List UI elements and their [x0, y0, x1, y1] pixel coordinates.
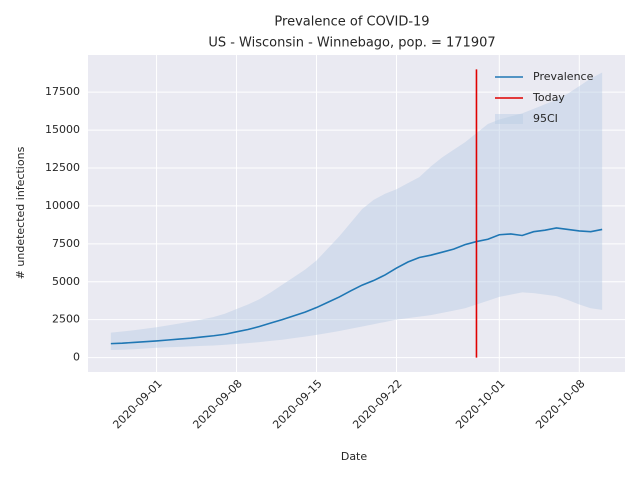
- legend-label: 95CI: [533, 112, 558, 125]
- x-tick-label: 2020-10-01: [453, 377, 507, 431]
- x-axis-label: Date: [341, 450, 368, 463]
- x-tick-label: 2020-09-15: [270, 377, 324, 431]
- y-tick-label: 17500: [45, 85, 80, 98]
- x-tick-label: 2020-09-22: [350, 377, 404, 431]
- y-tick-label: 15000: [45, 123, 80, 136]
- y-tick-label: 5000: [52, 275, 80, 288]
- legend-label: Today: [532, 91, 565, 104]
- x-tick-label: 2020-10-08: [533, 377, 587, 431]
- y-tick-label: 2500: [52, 313, 80, 326]
- y-axis-label: # undetected infections: [14, 146, 27, 279]
- chart-subtitle: US - Wisconsin - Winnebago, pop. = 17190…: [208, 36, 495, 51]
- legend-swatch: [495, 114, 523, 124]
- x-tick-label: 2020-09-08: [190, 377, 244, 431]
- chart-title: Prevalence of COVID-19: [274, 15, 429, 30]
- y-tick-label: 12500: [45, 161, 80, 174]
- plot-area: [88, 55, 625, 372]
- y-tick-label: 10000: [45, 199, 80, 212]
- y-tick-label: 0: [73, 351, 80, 364]
- prevalence-line: [110, 227, 603, 345]
- ci-band: [110, 72, 603, 351]
- x-tick-label: 2020-09-01: [110, 377, 164, 431]
- y-tick-label: 7500: [52, 237, 80, 250]
- legend-label: Prevalence: [533, 70, 594, 83]
